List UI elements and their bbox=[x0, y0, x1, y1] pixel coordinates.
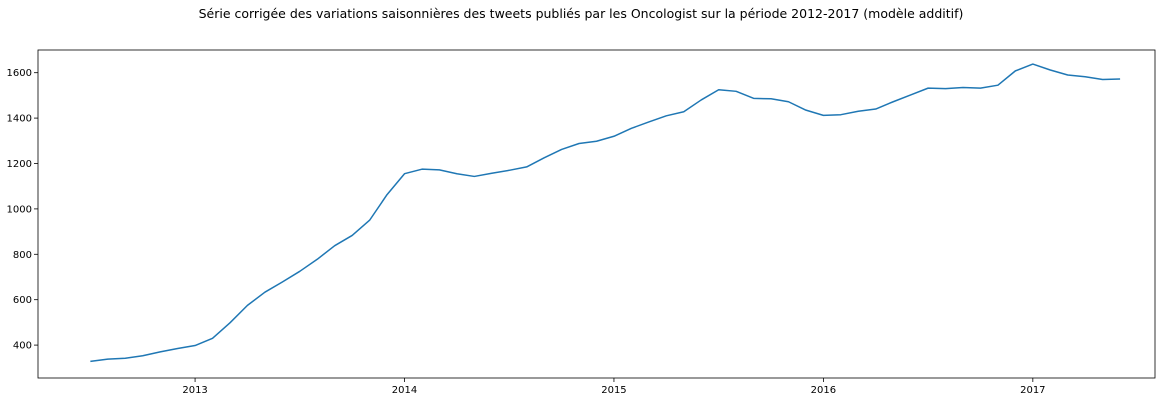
x-tick-label: 2014 bbox=[392, 385, 417, 396]
series-line bbox=[90, 63, 1121, 363]
x-tick-label: 2016 bbox=[811, 385, 836, 396]
y-tick-label: 800 bbox=[13, 250, 32, 261]
y-tick-label: 600 bbox=[13, 295, 32, 306]
y-axis: 400 600 800 1000 1200 1400 1600 bbox=[7, 68, 38, 352]
x-tick-label: 2015 bbox=[601, 385, 626, 396]
y-tick-label: 1000 bbox=[7, 204, 32, 215]
x-tick-label: 2017 bbox=[1020, 385, 1045, 396]
plot-area-frame bbox=[37, 49, 1156, 379]
y-tick-label: 1400 bbox=[7, 114, 32, 125]
x-tick-label: 2013 bbox=[182, 385, 207, 396]
x-axis: 2013 2014 2015 2016 2017 bbox=[182, 378, 1046, 396]
y-tick-label: 1200 bbox=[7, 159, 32, 170]
chart-title: Série corrigée des variations saisonnièr… bbox=[198, 6, 964, 21]
y-tick-label: 1600 bbox=[7, 68, 32, 79]
y-tick-label: 400 bbox=[13, 341, 32, 352]
